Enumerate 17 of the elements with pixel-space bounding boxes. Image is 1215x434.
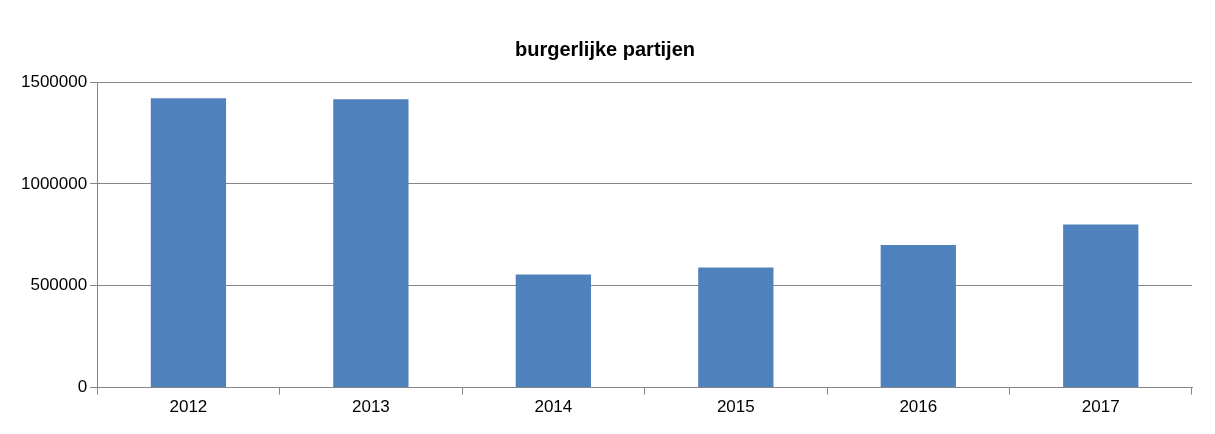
chart-title: burgerlijke partijen bbox=[514, 37, 696, 60]
bar bbox=[150, 98, 227, 388]
bar bbox=[333, 99, 409, 388]
bar bbox=[1063, 224, 1139, 388]
y-tick-label: 500000 bbox=[30, 275, 88, 295]
x-tick-label: 2015 bbox=[716, 397, 755, 417]
bar bbox=[515, 274, 591, 388]
x-tick-label: 2012 bbox=[169, 397, 208, 417]
y-tick-label: 0 bbox=[77, 377, 88, 397]
y-tick-label: 1000000 bbox=[20, 173, 88, 193]
y-tick-label: 1500000 bbox=[20, 71, 88, 91]
bar bbox=[880, 244, 956, 388]
x-tick-label: 2017 bbox=[1081, 397, 1120, 417]
x-tick-label: 2016 bbox=[899, 397, 938, 417]
x-tick-label: 2014 bbox=[534, 397, 573, 417]
bar bbox=[698, 267, 774, 388]
x-tick-label: 2013 bbox=[351, 397, 390, 417]
